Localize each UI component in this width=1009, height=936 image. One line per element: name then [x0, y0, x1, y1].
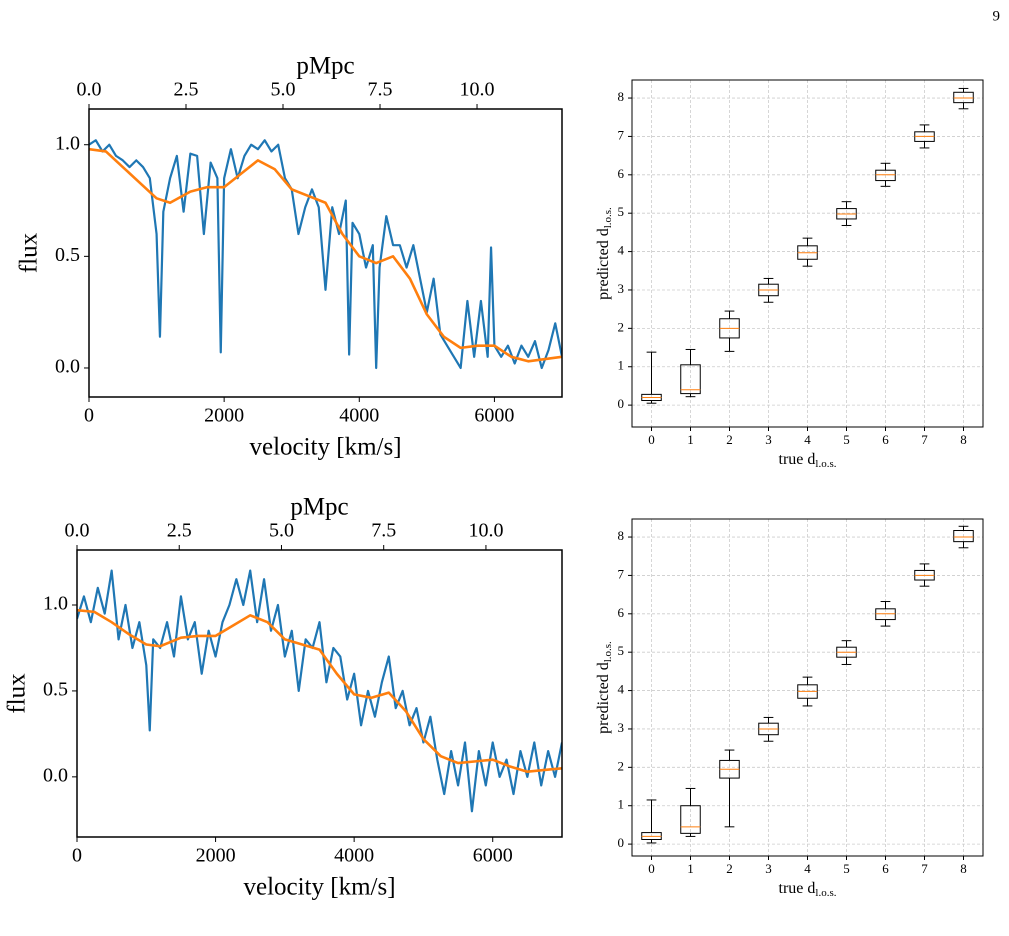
y-tick-label: 0 — [618, 835, 625, 850]
plot-frame — [631, 518, 984, 857]
x-axis-label: true dl.o.s. — [779, 451, 837, 470]
y-tick-label: 0 — [618, 396, 625, 411]
y-tick-label: 1.0 — [43, 593, 68, 615]
x-tick-label: 8 — [960, 861, 967, 876]
x-tick-label: 4000 — [334, 845, 374, 867]
x-tick-label: 5 — [843, 432, 850, 447]
y-tick-label: 8 — [618, 528, 625, 543]
y-axis-label-sub: l.o.s. — [602, 207, 614, 228]
x2-tick-label: 0.0 — [77, 79, 102, 101]
y-tick-label: 1 — [618, 797, 625, 812]
spectrum-line — [77, 608, 562, 773]
y-tick-label: 5 — [618, 204, 625, 219]
x-tick-label: 7 — [921, 432, 928, 447]
x-tick-label: 6 — [882, 432, 889, 447]
x-axis-label-sub: l.o.s. — [815, 458, 836, 470]
x-tick-label: 8 — [960, 432, 967, 447]
x2-tick-label: 2.5 — [167, 520, 192, 542]
y-tick-label: 7 — [618, 127, 625, 142]
y-tick-label: 0.5 — [55, 244, 80, 266]
x-tick-label: 1 — [687, 861, 694, 876]
x-tick-label: 3 — [765, 861, 772, 876]
x-tick-label: 0 — [648, 432, 655, 447]
y-tick-label: 3 — [618, 281, 625, 296]
x-tick-label: 3 — [765, 432, 772, 447]
y-tick-label: 1 — [618, 358, 625, 373]
y-tick-label: 4 — [618, 682, 625, 697]
y-axis-label: flux — [4, 673, 31, 714]
y-tick-label: 0.0 — [43, 764, 68, 786]
y-tick-label: 8 — [618, 89, 625, 104]
y-tick-label: 1.0 — [55, 132, 80, 154]
y-axis-label: flux — [16, 232, 43, 273]
box — [875, 169, 896, 182]
y-tick-label: 2 — [618, 319, 625, 334]
y-axis-label-main: predicted d — [595, 662, 612, 734]
y-tick-label: 0.0 — [55, 356, 80, 378]
x-tick-label: 7 — [921, 861, 928, 876]
y-axis-label: predicted dl.o.s. — [595, 641, 614, 734]
x2-tick-label: 10.0 — [460, 79, 495, 101]
y-tick-label: 6 — [618, 166, 625, 181]
y-tick-label: 0.5 — [43, 679, 68, 701]
chart-line: 0 2000 4000 6000 0.0 2.5 5.0 7.5 10.0 0.0 0.5 1.0 ve… — [16, 53, 563, 461]
chart-line: 0 2000 4000 6000 0.0 2.5 5.0 7.5 10.0 0.0 0.5 1.0 ve… — [4, 494, 563, 901]
x-tick-label: 2 — [726, 432, 733, 447]
x-tick-label: 4000 — [339, 405, 379, 427]
x-tick-label: 0 — [84, 405, 94, 427]
x-axis-label-main: true d — [779, 451, 816, 468]
x-axis-label-main: true d — [779, 880, 816, 897]
y-axis-label-sub: l.o.s. — [602, 641, 614, 662]
x2-tick-label: 7.5 — [371, 520, 396, 542]
x2-tick-label: 5.0 — [269, 520, 294, 542]
x-tick-label: 6000 — [473, 845, 513, 867]
y-tick-label: 7 — [618, 566, 625, 581]
plot-frame — [631, 79, 984, 428]
box — [680, 364, 701, 395]
box — [680, 805, 701, 834]
x-tick-label: 2 — [726, 861, 733, 876]
y-tick-label: 3 — [618, 720, 625, 735]
spectrum-line — [89, 139, 562, 370]
x-tick-label: 2000 — [196, 845, 236, 867]
spectrum-line — [89, 147, 562, 363]
x-tick-label: 0 — [648, 861, 655, 876]
y-tick-label: 5 — [618, 643, 625, 658]
box — [953, 530, 974, 543]
x-tick-label: 4 — [804, 432, 811, 447]
x-tick-label: 6000 — [474, 405, 514, 427]
x-tick-label: 2000 — [204, 405, 244, 427]
x-axis-label: velocity [km/s] — [249, 434, 401, 461]
y-tick-label: 2 — [618, 758, 625, 773]
x-axis-label: velocity [km/s] — [243, 874, 395, 901]
page-number: 9 — [993, 8, 1001, 24]
x2-tick-label: 2.5 — [174, 79, 199, 101]
x2-axis-label: pMpc — [296, 53, 354, 80]
y-axis-label: predicted dl.o.s. — [595, 207, 614, 300]
x-tick-label: 1 — [687, 432, 694, 447]
y-tick-label: 4 — [618, 243, 625, 258]
x2-tick-label: 7.5 — [368, 79, 393, 101]
x-tick-label: 6 — [882, 861, 889, 876]
x2-tick-label: 5.0 — [271, 79, 296, 101]
x2-tick-label: 10.0 — [468, 520, 503, 542]
plot-frame — [88, 108, 563, 398]
x-axis-label: true dl.o.s. — [779, 880, 837, 899]
spectrum-line — [77, 569, 562, 813]
plot-frame — [76, 549, 563, 838]
y-axis-label-main: predicted d — [595, 228, 612, 300]
x-axis-label-sub: l.o.s. — [815, 887, 836, 899]
x2-tick-label: 0.0 — [65, 520, 90, 542]
x2-axis-label: pMpc — [290, 494, 348, 521]
box — [953, 91, 974, 104]
x-tick-label: 0 — [72, 845, 82, 867]
x-tick-label: 4 — [804, 861, 811, 876]
x-tick-label: 5 — [843, 861, 850, 876]
y-tick-label: 6 — [618, 605, 625, 620]
